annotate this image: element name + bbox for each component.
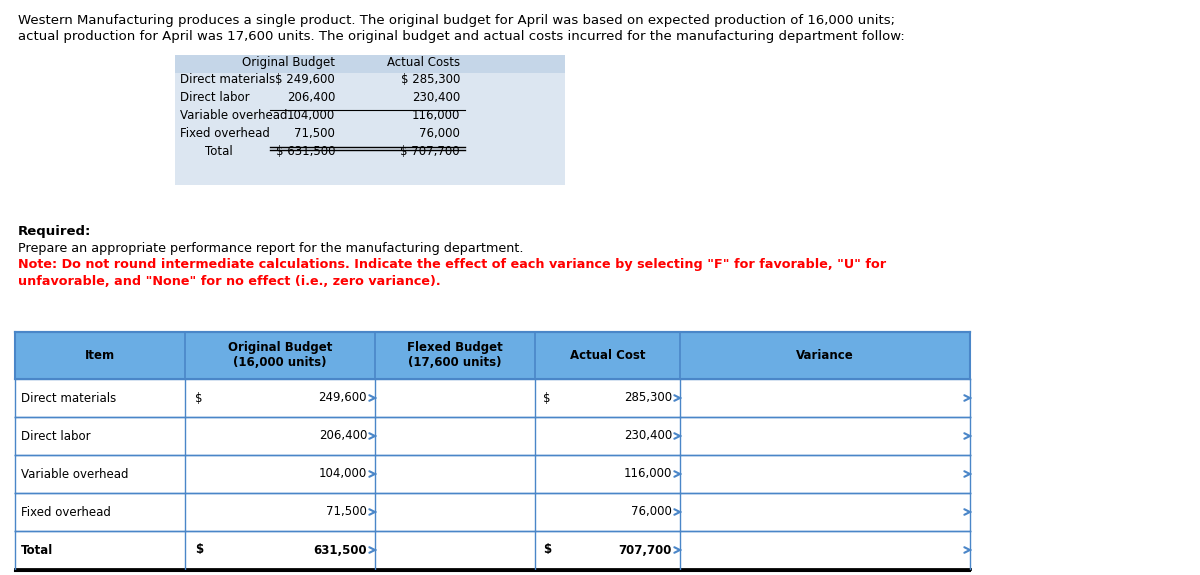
Text: 76,000: 76,000 (631, 505, 672, 519)
Text: $ 285,300: $ 285,300 (401, 73, 460, 86)
Text: 116,000: 116,000 (624, 467, 672, 481)
Text: Direct labor: Direct labor (180, 91, 250, 104)
Bar (14, 379, 970, 417)
Text: $ 707,700: $ 707,700 (401, 145, 460, 158)
Text: 707,700: 707,700 (619, 543, 672, 557)
Text: Flexed Budget
(17,600 units): Flexed Budget (17,600 units) (407, 342, 503, 370)
Text: actual production for April was 17,600 units. The original budget and actual cos: actual production for April was 17,600 u… (18, 30, 905, 43)
Text: 71,500: 71,500 (294, 127, 335, 140)
Text: 230,400: 230,400 (624, 430, 672, 443)
Text: Item: Item (85, 349, 115, 362)
Text: Direct materials: Direct materials (22, 392, 116, 404)
Text: Actual Cost: Actual Cost (570, 349, 646, 362)
Text: Fixed overhead: Fixed overhead (22, 505, 110, 519)
Bar (14, 493, 970, 531)
Text: unfavorable, and "None" for no effect (i.e., zero variance).: unfavorable, and "None" for no effect (i… (18, 275, 440, 288)
Text: $: $ (542, 543, 551, 557)
Text: 71,500: 71,500 (326, 505, 367, 519)
Text: Western Manufacturing produces a single product. The original budget for April w: Western Manufacturing produces a single … (18, 14, 895, 27)
Text: 104,000: 104,000 (319, 467, 367, 481)
Text: $ 249,600: $ 249,600 (275, 73, 335, 86)
Text: Direct labor: Direct labor (22, 430, 91, 443)
Text: 76,000: 76,000 (419, 127, 460, 140)
Bar (14, 417, 970, 455)
Text: Note: Do not round intermediate calculations. Indicate the effect of each varian: Note: Do not round intermediate calculat… (18, 258, 886, 271)
Text: Actual Costs: Actual Costs (386, 56, 460, 69)
Text: 116,000: 116,000 (412, 109, 460, 122)
Bar (175, 55, 565, 73)
Text: 206,400: 206,400 (287, 91, 335, 104)
Text: Variable overhead: Variable overhead (22, 467, 128, 481)
Text: $: $ (194, 543, 203, 557)
Text: Variable overhead: Variable overhead (180, 109, 288, 122)
Text: Prepare an appropriate performance report for the manufacturing department.: Prepare an appropriate performance repor… (18, 242, 523, 255)
Bar (14, 455, 970, 493)
Text: $: $ (194, 392, 203, 404)
Bar (175, 60, 565, 185)
Text: Original Budget: Original Budget (242, 56, 335, 69)
Bar (14, 332, 970, 379)
Text: Total: Total (22, 543, 53, 557)
Text: Required:: Required: (18, 225, 91, 238)
Text: 631,500: 631,500 (313, 543, 367, 557)
Text: Original Budget
(16,000 units): Original Budget (16,000 units) (228, 342, 332, 370)
Text: 206,400: 206,400 (319, 430, 367, 443)
Text: Variance: Variance (796, 349, 854, 362)
Bar (14, 531, 970, 569)
Text: 230,400: 230,400 (412, 91, 460, 104)
Text: $: $ (542, 392, 551, 404)
Text: Total: Total (205, 145, 233, 158)
Text: $ 631,500: $ 631,500 (276, 145, 335, 158)
Text: 285,300: 285,300 (624, 392, 672, 404)
Text: 249,600: 249,600 (318, 392, 367, 404)
Text: Fixed overhead: Fixed overhead (180, 127, 270, 140)
Text: 104,000: 104,000 (287, 109, 335, 122)
Text: Direct materials: Direct materials (180, 73, 275, 86)
